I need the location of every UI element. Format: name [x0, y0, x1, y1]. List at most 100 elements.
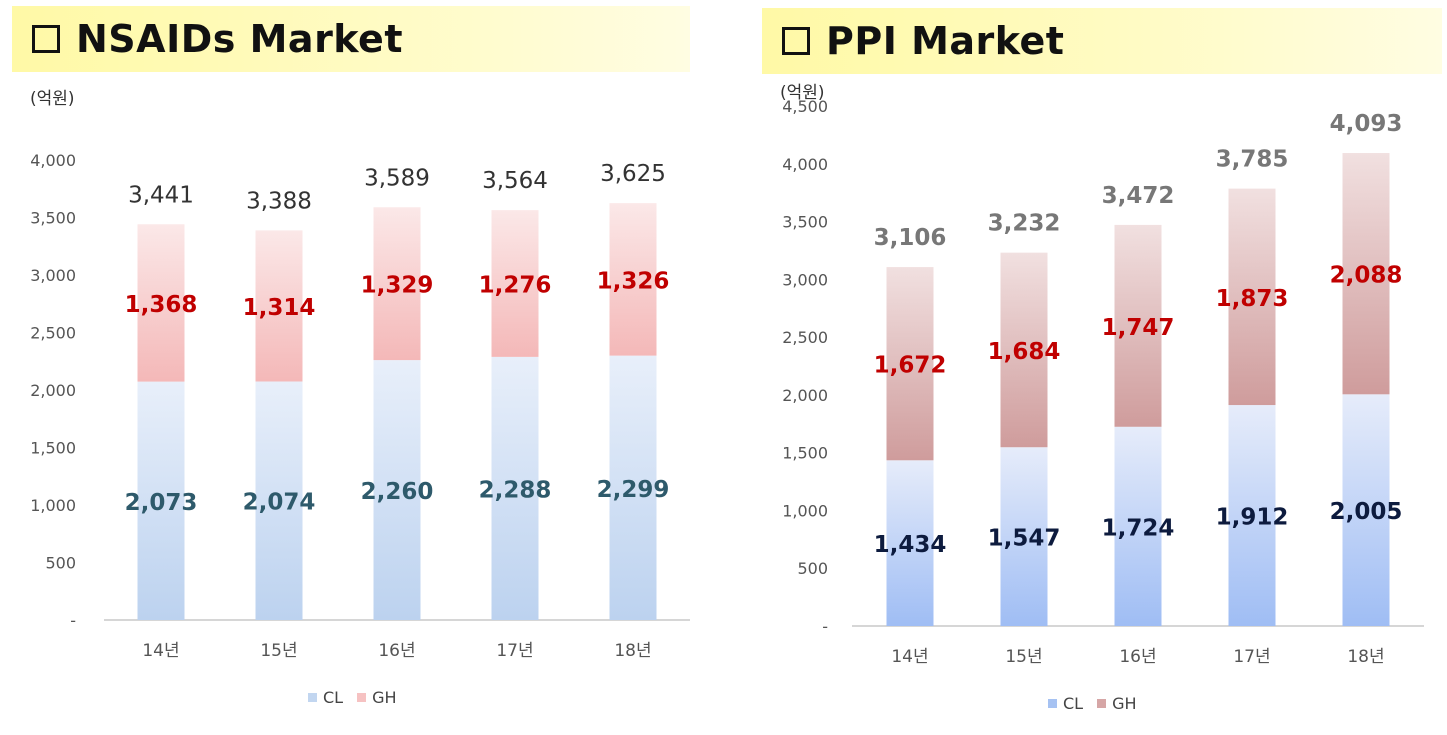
x-tick-label: 15년	[1005, 647, 1042, 667]
legend-item-gh: GH	[357, 688, 397, 707]
legend-swatch-gh	[1097, 699, 1107, 708]
y-tick-label: -	[70, 611, 76, 630]
bar-segment-gh	[1228, 188, 1276, 406]
y-tick-label: 4,000	[30, 151, 76, 170]
data-label-cl: 2,299	[597, 477, 670, 503]
y-tick-label: 2,000	[30, 381, 76, 400]
data-label-cl: 2,005	[1330, 499, 1403, 525]
bar-segment-cl	[1342, 394, 1390, 626]
y-tick-label: 4,000	[782, 155, 828, 174]
bar-segment-cl	[609, 355, 657, 620]
total-label: 3,472	[1102, 183, 1175, 209]
legend-swatch-cl	[1048, 699, 1057, 708]
nsaids-chart-panel: NSAIDs Market (억원) - 500 1,000 1,500 2,000 2,…	[0, 0, 710, 735]
legend-label-cl: CL	[1063, 694, 1084, 713]
x-tick-label: 14년	[891, 647, 928, 667]
legend-swatch-cl	[308, 693, 317, 702]
y-tick-label: 3,000	[30, 266, 76, 285]
bar-segment-cl	[1000, 447, 1048, 626]
data-label-gh: 1,684	[988, 339, 1061, 365]
data-label-cl: 1,724	[1102, 515, 1175, 541]
nsaids-stacked-bar-chart: - 500 1,000 1,500 2,000 2,500 3,000 3,500 4,000 2…	[30, 151, 690, 661]
bar-segment-gh	[886, 267, 934, 461]
total-label: 3,441	[128, 182, 194, 208]
bar-segment-cl	[491, 356, 539, 620]
x-tick-label: 16년	[378, 641, 415, 661]
data-label-cl: 1,434	[874, 532, 947, 558]
y-tick-label: 2,500	[782, 328, 828, 347]
ppi-title-bar: PPI Market	[762, 8, 1442, 74]
y-tick-label: 2,000	[782, 386, 828, 405]
y-tick-label: 1,000	[782, 501, 828, 520]
nsaids-title-bar: NSAIDs Market	[12, 6, 690, 72]
data-label-cl: 2,288	[479, 477, 552, 503]
bar-segment-gh	[491, 210, 539, 357]
total-label: 3,785	[1216, 147, 1289, 173]
bar-segment-cl	[1114, 426, 1162, 626]
x-tick-label: 17년	[496, 641, 533, 661]
legend-label-gh: GH	[372, 688, 397, 707]
total-label: 4,093	[1330, 111, 1403, 137]
ppi-unit-label: (억원)	[780, 83, 825, 103]
ppi-legend: CL GH	[1048, 694, 1151, 713]
bar-segment-gh	[609, 203, 657, 356]
y-tick-label: -	[822, 617, 828, 636]
data-label-cl: 1,547	[988, 526, 1061, 552]
y-tick-label: 3,000	[782, 270, 828, 289]
bar-segment-cl	[373, 360, 421, 620]
bar-segment-gh	[1342, 153, 1390, 395]
bar-segment-gh	[137, 224, 185, 382]
bar-segment-cl	[1228, 405, 1276, 626]
data-label-gh: 1,326	[597, 268, 670, 294]
data-label-gh: 1,368	[125, 292, 198, 318]
data-label-gh: 2,088	[1330, 263, 1403, 289]
bar-segment-cl	[886, 460, 934, 626]
data-label-gh: 1,747	[1102, 315, 1175, 341]
y-tick-label: 2,500	[30, 324, 76, 343]
y-tick-label: 1,000	[30, 496, 76, 515]
bar-segment-gh	[373, 207, 421, 361]
bar-segment-cl	[255, 381, 303, 620]
checkbox-square-icon	[32, 25, 60, 53]
x-tick-label: 16년	[1119, 647, 1156, 667]
data-label-cl: 2,260	[361, 479, 434, 505]
total-label: 3,388	[246, 188, 312, 214]
data-label-gh: 1,873	[1216, 286, 1289, 312]
bar-segment-gh	[1114, 224, 1162, 427]
data-label-gh: 1,314	[243, 295, 316, 321]
y-tick-label: 500	[45, 554, 76, 573]
y-tick-label: 3,500	[30, 209, 76, 228]
x-tick-label: 14년	[142, 641, 179, 661]
x-tick-label: 15년	[260, 641, 297, 661]
bar-segment-gh	[1000, 252, 1048, 448]
data-label-cl: 2,074	[243, 490, 316, 516]
legend-swatch-gh	[357, 693, 367, 702]
legend-item-cl: CL	[1048, 694, 1083, 713]
nsaids-unit-label: (억원)	[30, 89, 75, 109]
total-label: 3,564	[482, 168, 548, 194]
data-label-cl: 2,073	[125, 490, 198, 516]
y-tick-label: 500	[797, 559, 828, 578]
y-tick-label: 1,500	[30, 439, 76, 458]
data-label-cl: 1,912	[1216, 505, 1289, 531]
x-tick-label: 18년	[1347, 647, 1384, 667]
data-label-gh: 1,276	[479, 273, 552, 299]
legend-label-cl: CL	[323, 688, 344, 707]
total-label: 3,589	[364, 165, 430, 191]
bar-segment-gh	[255, 230, 303, 382]
ppi-title: PPI Market	[826, 19, 1065, 63]
legend-label-gh: GH	[1112, 694, 1137, 713]
total-label: 3,625	[600, 161, 666, 187]
x-tick-label: 18년	[614, 641, 651, 661]
legend-item-cl: CL	[308, 688, 343, 707]
data-label-gh: 1,672	[874, 353, 947, 379]
legend-item-gh: GH	[1097, 694, 1137, 713]
nsaids-legend: CL GH	[308, 688, 411, 707]
total-label: 3,106	[874, 225, 947, 251]
ppi-stacked-bar-chart: - 500 1,000 1,500 2,000 2,500 3,000 3,500 4,000 4…	[782, 97, 1424, 667]
data-label-gh: 1,329	[361, 273, 434, 299]
x-tick-label: 17년	[1233, 647, 1270, 667]
bar-segment-cl	[137, 381, 185, 620]
ppi-chart-panel: PPI Market (억원) - 500 1,000 1,500 2,000 2,500…	[740, 0, 1447, 735]
y-tick-label: 1,500	[782, 444, 828, 463]
